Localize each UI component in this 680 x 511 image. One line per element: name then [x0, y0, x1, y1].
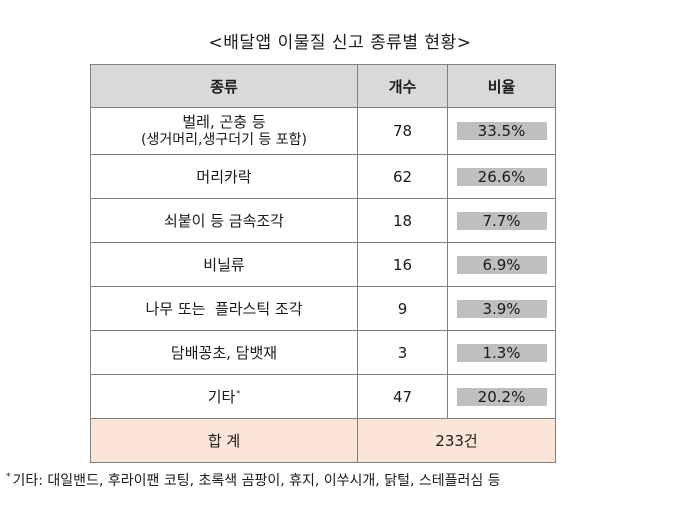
category-cell: 벌레, 곤충 등 (생거머리,생구더기 등 포함) [90, 107, 358, 155]
ratio-cell: 3.9% [447, 286, 556, 331]
table-row: 비닐류 16 6.9% [90, 242, 556, 287]
category-sublabel: (생거머리,생구더기 등 포함) [141, 132, 307, 148]
ratio-value: 33.5% [456, 122, 547, 140]
ratio-cell: 26.6% [447, 154, 556, 199]
count-cell: 16 [357, 242, 448, 287]
count-cell: 3 [357, 330, 448, 375]
footnote-text: 기타: 대일밴드, 후라이팬 코팅, 초록색 곰팡이, 휴지, 이쑤시개, 닭털… [12, 473, 501, 489]
ratio-value: 20.2% [456, 387, 547, 406]
ratio-value: 7.7% [456, 211, 547, 230]
category-cell: 비닐류 [90, 242, 358, 287]
category-cell: 머리카락 [90, 154, 358, 199]
category-label: 나무 또는 플라스틱 조각 [145, 300, 303, 318]
category-cell: 기타* [90, 374, 358, 419]
header-count: 개수 [357, 64, 448, 108]
ratio-cell: 20.2% [447, 374, 556, 419]
category-label: 쇠붙이 등 금속조각 [164, 212, 284, 230]
total-value: 233건 [357, 418, 556, 463]
count-cell: 18 [357, 198, 448, 243]
category-label: 담배꽁초, 담뱃재 [170, 344, 278, 362]
ratio-value: 26.6% [456, 167, 547, 186]
table-row: 쇠붙이 등 금속조각 18 7.7% [90, 198, 556, 243]
table-row: 기타* 47 20.2% [90, 374, 556, 419]
category-cell: 담배꽁초, 담뱃재 [90, 330, 358, 375]
table-row: 나무 또는 플라스틱 조각 9 3.9% [90, 286, 556, 331]
total-label: 합 계 [90, 418, 358, 463]
ratio-cell: 7.7% [447, 198, 556, 243]
footnote-marker: * [236, 389, 241, 398]
category-label: 비닐류 [203, 256, 245, 274]
total-row: 합 계 233건 [90, 418, 556, 463]
header-ratio: 비율 [447, 64, 556, 108]
ratio-cell: 1.3% [447, 330, 556, 375]
table-header-row: 종류 개수 비율 [90, 64, 556, 108]
table-row: 담배꽁초, 담뱃재 3 1.3% [90, 330, 556, 375]
category-label: 머리카락 [196, 168, 252, 186]
ratio-cell: 6.9% [447, 242, 556, 287]
category-label: 기타 [207, 388, 236, 406]
category-cell: 나무 또는 플라스틱 조각 [90, 286, 358, 331]
table-row: 머리카락 62 26.6% [90, 154, 556, 199]
table-row: 벌레, 곤충 등 (생거머리,생구더기 등 포함) 78 33.5% [90, 107, 556, 155]
count-cell: 78 [357, 107, 448, 155]
footnote: * 기타: 대일밴드, 후라이팬 코팅, 초록색 곰팡이, 휴지, 이쑤시개, 닭… [6, 470, 501, 490]
report-table: 종류 개수 비율 벌레, 곤충 등 (생거머리,생구더기 등 포함) 78 33… [90, 64, 556, 463]
footnote-marker: * [6, 472, 11, 483]
header-category: 종류 [90, 64, 358, 108]
ratio-value: 1.3% [456, 343, 547, 362]
ratio-cell: 33.5% [447, 107, 556, 155]
category-label: 벌레, 곤충 등 [182, 113, 266, 131]
table-title: <배달앱 이물질 신고 종류별 현황> [208, 33, 472, 53]
count-cell: 9 [357, 286, 448, 331]
ratio-value: 6.9% [456, 255, 547, 274]
count-cell: 47 [357, 374, 448, 419]
ratio-value: 3.9% [456, 299, 547, 318]
count-cell: 62 [357, 154, 448, 199]
category-cell: 쇠붙이 등 금속조각 [90, 198, 358, 243]
